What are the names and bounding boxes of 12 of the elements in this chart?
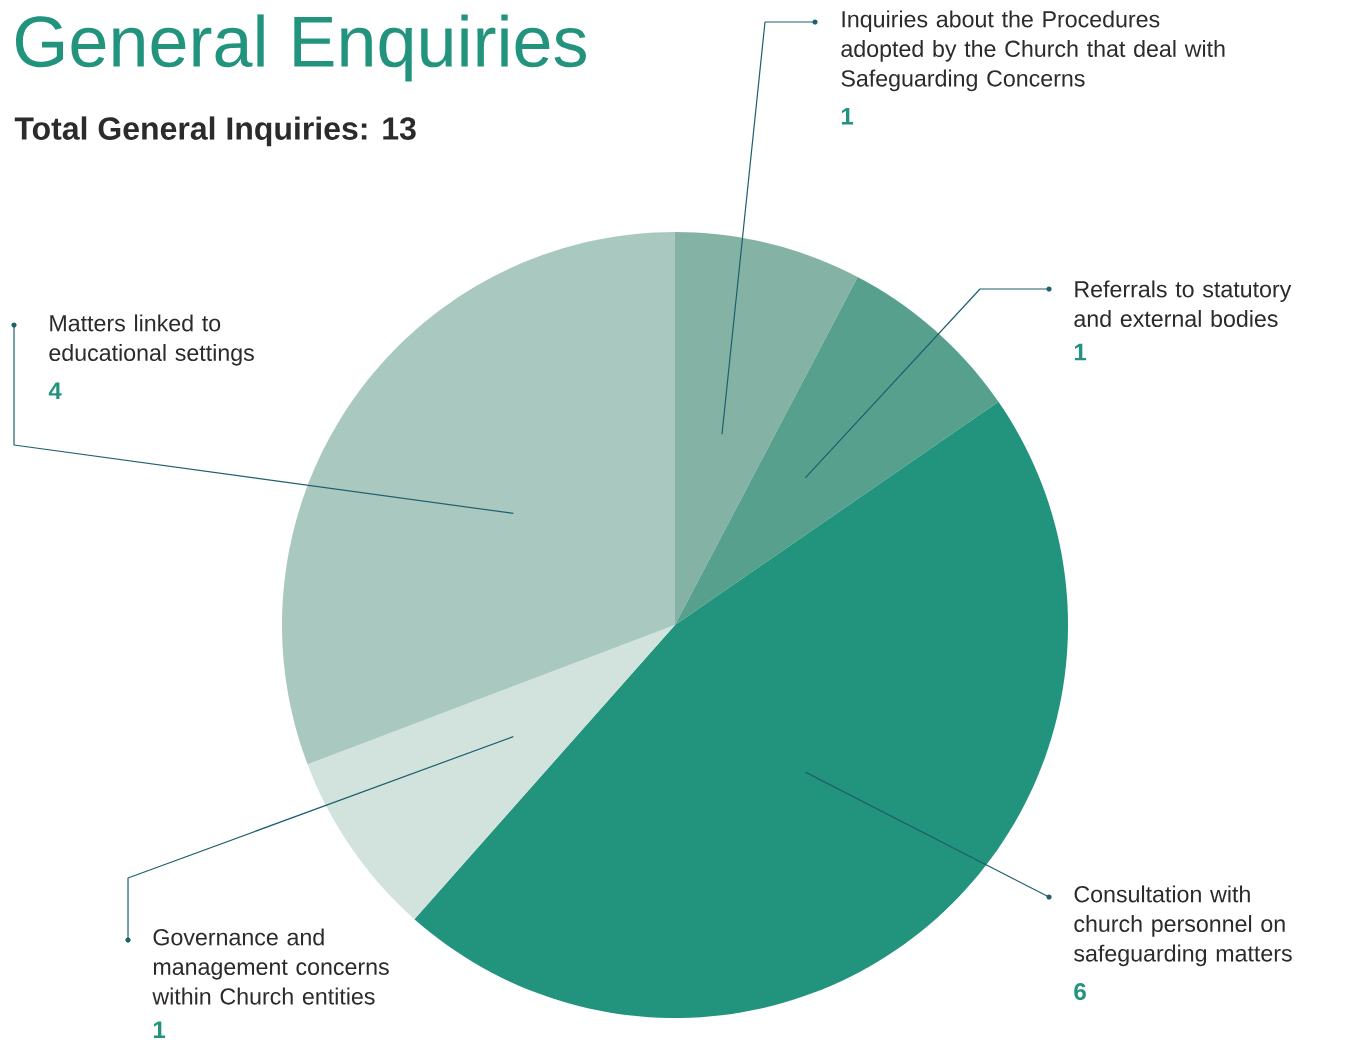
data-label: 1 — [153, 1021, 166, 1038]
slice-label: Matters linked to educational settings — [49, 314, 254, 366]
data-label: 1 — [841, 108, 854, 125]
data-label: 6 — [1074, 983, 1086, 1000]
chart-title: General Enquiries — [16, 14, 586, 82]
slice-label: Consultation with church personnel on safeguarding matters — [1074, 885, 1292, 967]
slice-label: Inquiries about the Procedures adopted by the Church that deal with Safeguarding Concerns — [841, 10, 1225, 92]
text: Total General Inquiries: 13 — [14, 116, 416, 147]
slice-label: Referrals to statutory and external bodies — [1074, 280, 1292, 328]
data-label: 1 — [1074, 343, 1087, 361]
data-label: 4 — [48, 382, 62, 399]
slice-label: Governance and management concerns within Church entities — [152, 928, 389, 1005]
